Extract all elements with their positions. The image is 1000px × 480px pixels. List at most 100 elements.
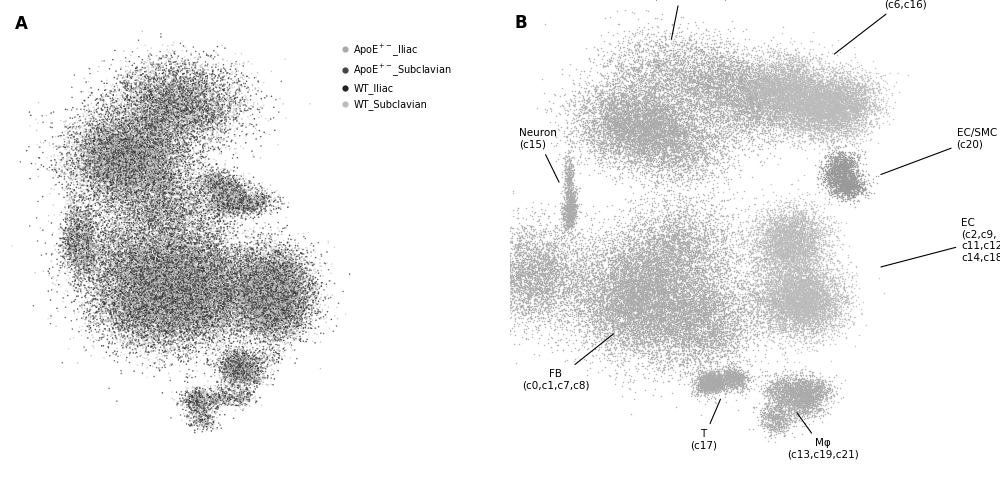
Point (214, 307, 230, 315)
Point (617, 315, 633, 323)
Point (782, 246, 798, 253)
Point (612, 139, 628, 146)
Point (62, 120, 78, 128)
Point (290, 302, 306, 310)
Point (720, 293, 736, 301)
Point (111, 300, 127, 308)
Point (195, 293, 211, 301)
Point (277, 272, 293, 279)
Point (113, 305, 129, 312)
Point (663, 298, 679, 306)
Point (784, 295, 800, 303)
Point (261, 269, 277, 277)
Point (249, 324, 265, 332)
Point (660, 244, 676, 252)
Point (762, 88, 778, 96)
Point (763, 382, 779, 389)
Point (129, 268, 145, 276)
Point (692, 46, 708, 53)
Point (172, 60, 188, 67)
Point (725, 373, 741, 381)
Point (174, 278, 190, 286)
Point (217, 275, 233, 282)
Point (709, 83, 725, 91)
Point (148, 144, 164, 151)
Point (201, 86, 217, 94)
Point (848, 122, 864, 130)
Point (119, 276, 135, 284)
Point (691, 297, 707, 305)
Point (783, 384, 799, 392)
Point (647, 313, 663, 321)
Point (565, 205, 581, 213)
Point (799, 295, 815, 303)
Point (194, 397, 210, 405)
Point (136, 252, 152, 260)
Point (70, 216, 86, 224)
Point (725, 241, 741, 249)
Point (789, 296, 805, 304)
Point (794, 395, 810, 402)
Point (624, 277, 640, 285)
Point (243, 367, 259, 374)
Point (165, 254, 181, 262)
Point (735, 92, 751, 99)
Point (80, 246, 96, 253)
Point (685, 132, 701, 140)
Point (255, 193, 271, 201)
Point (718, 344, 734, 351)
Point (666, 140, 682, 148)
Point (781, 53, 797, 61)
Point (114, 92, 130, 99)
Point (771, 87, 787, 95)
Point (157, 307, 173, 314)
Point (670, 134, 686, 142)
Point (589, 95, 605, 103)
Point (604, 324, 620, 331)
Point (152, 172, 168, 180)
Point (773, 238, 789, 245)
Point (255, 272, 271, 279)
Point (168, 309, 184, 317)
Point (69, 178, 85, 186)
Point (224, 313, 240, 321)
Point (791, 396, 807, 404)
Point (817, 295, 833, 302)
Point (770, 315, 786, 323)
Point (732, 95, 748, 102)
Point (141, 129, 157, 137)
Point (595, 317, 611, 325)
Point (275, 294, 291, 301)
Point (208, 300, 224, 307)
Point (135, 268, 151, 276)
Point (799, 298, 815, 305)
Point (776, 96, 792, 104)
Point (57, 121, 73, 129)
Point (719, 134, 735, 142)
Point (231, 312, 247, 319)
Point (171, 189, 187, 197)
Point (89, 189, 105, 196)
Point (836, 185, 852, 192)
Point (123, 184, 139, 192)
Point (85, 181, 101, 189)
Point (816, 314, 832, 322)
Point (830, 180, 846, 187)
Point (173, 216, 189, 224)
Point (849, 182, 865, 190)
Point (294, 289, 310, 297)
Point (491, 278, 507, 286)
Point (184, 266, 200, 274)
Point (162, 304, 178, 312)
Point (234, 206, 250, 214)
Point (137, 262, 153, 269)
Point (658, 296, 674, 303)
Point (156, 280, 172, 288)
Point (163, 103, 179, 111)
Point (133, 295, 149, 303)
Point (68, 244, 84, 252)
Point (643, 127, 659, 134)
Point (96, 155, 112, 162)
Point (155, 261, 171, 268)
Point (696, 75, 712, 83)
